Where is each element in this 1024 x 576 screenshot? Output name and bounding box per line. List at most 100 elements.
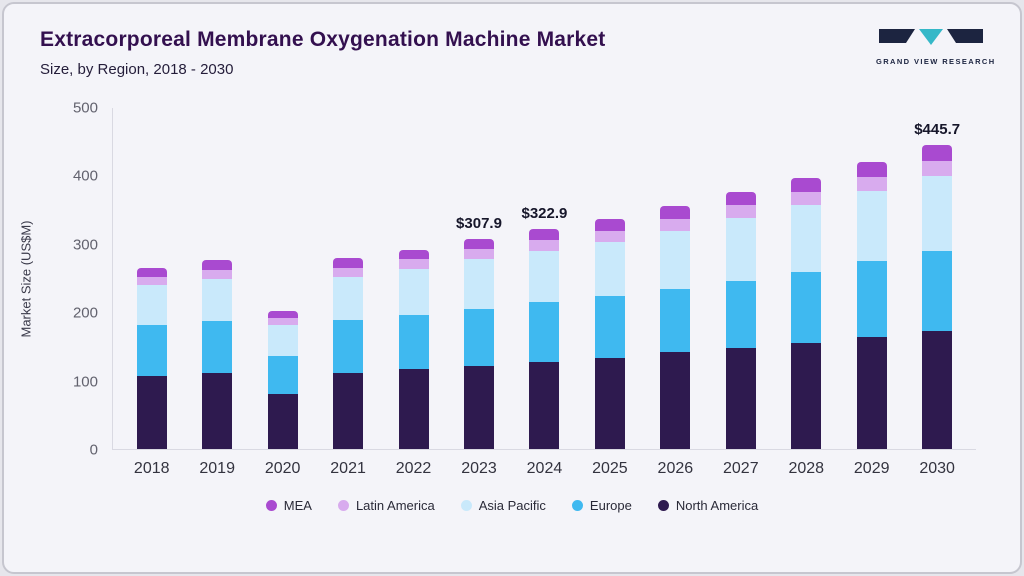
legend-dot-europe xyxy=(571,500,583,511)
segment-north-america-2029 xyxy=(856,337,887,449)
segment-north-america-2024 xyxy=(529,361,560,449)
legend-item-europe: Europe xyxy=(571,498,632,513)
legend-dot-mea xyxy=(265,500,277,511)
logo-text: GRAND VIEW RESEARCH xyxy=(876,57,996,66)
legend-label-mea: MEA xyxy=(283,498,312,513)
bar-2018: 2018 xyxy=(134,108,170,477)
bar-2025: 2025 xyxy=(592,108,628,477)
segment-europe-2029 xyxy=(856,261,887,338)
legend: MEA Latin America Asia Pacific Europe North … xyxy=(4,498,1020,513)
segment-asia-pacific-2027 xyxy=(725,217,756,281)
segment-mea-2027 xyxy=(725,191,756,205)
segment-asia-pacific-2019 xyxy=(202,278,233,321)
y-tick-label-0: 0 xyxy=(89,441,98,459)
chart-area: Market Size (US$M) 0 100 200 300 400 500 2018… xyxy=(19,100,976,477)
legend-item-north-america: North America xyxy=(657,498,759,513)
legend-item-latin-america: Latin America xyxy=(337,498,435,513)
segment-europe-2019 xyxy=(202,320,233,374)
segment-north-america-2027 xyxy=(725,348,756,449)
y-tick-label-300: 300 xyxy=(72,236,98,254)
segment-north-america-2018 xyxy=(136,376,167,449)
y-tick-label-500: 500 xyxy=(72,99,98,117)
segment-asia-pacific-2018 xyxy=(136,285,167,325)
segment-latin-america-2022 xyxy=(398,259,429,269)
y-tick-label-100: 100 xyxy=(72,373,98,391)
bar-2029: 2029 xyxy=(854,108,890,477)
y-tick-label-200: 200 xyxy=(72,304,98,322)
chart-title: Extracorporeal Membrane Oxygenation Mach… xyxy=(40,28,606,51)
segment-europe-2020 xyxy=(267,355,298,394)
segment-asia-pacific-2023 xyxy=(463,259,494,310)
bar-2021: 2021 xyxy=(330,108,366,477)
plot-area: 2018 2019 2020 2021 2022 $307.9 2023 $322.9 2024… xyxy=(112,108,976,477)
bar-2026: 2026 xyxy=(658,108,693,477)
segment-asia-pacific-2025 xyxy=(594,241,625,297)
segment-europe-2025 xyxy=(594,296,625,358)
segment-latin-america-2030 xyxy=(922,160,953,177)
x-axis-label-2027: 2027 xyxy=(723,460,759,477)
segment-europe-2026 xyxy=(660,288,691,353)
segment-europe-2024 xyxy=(529,302,560,362)
legend-label-north-america: North America xyxy=(675,498,759,513)
segment-europe-2023 xyxy=(463,309,494,366)
segment-mea-2024 xyxy=(529,228,560,240)
bar-2028: 2028 xyxy=(788,108,824,477)
x-axis-label-2030: 2030 xyxy=(919,460,955,477)
segment-latin-america-2028 xyxy=(791,191,822,205)
segment-asia-pacific-2024 xyxy=(529,250,560,303)
segment-europe-2028 xyxy=(791,271,822,344)
x-axis-label-2023: 2023 xyxy=(461,460,497,477)
bar-2023: $307.9 2023 xyxy=(456,108,502,477)
segment-north-america-2023 xyxy=(463,365,494,449)
legend-dot-north-america xyxy=(657,500,669,511)
chart-header: Extracorporeal Membrane Oxygenation Mach… xyxy=(4,4,1020,78)
y-tick-label-400: 400 xyxy=(72,167,98,185)
segment-mea-2029 xyxy=(856,161,887,177)
segment-asia-pacific-2028 xyxy=(791,204,822,272)
segment-latin-america-2026 xyxy=(660,218,691,231)
segment-mea-2028 xyxy=(791,178,822,192)
segment-europe-2030 xyxy=(922,251,953,332)
segment-mea-2019 xyxy=(202,260,233,270)
segment-latin-america-2018 xyxy=(136,277,167,286)
chart-subtitle: Size, by Region, 2018 - 2030 xyxy=(40,61,234,78)
bar-2020: 2020 xyxy=(265,108,300,477)
segment-asia-pacific-2022 xyxy=(398,268,429,315)
segment-mea-2018 xyxy=(136,268,167,278)
x-axis-label-2025: 2025 xyxy=(592,460,628,477)
x-axis-label-2018: 2018 xyxy=(133,460,170,477)
legend-dot-latin-america xyxy=(337,500,349,511)
segment-latin-america-2029 xyxy=(856,176,887,192)
segment-latin-america-2023 xyxy=(463,249,494,260)
segment-mea-2025 xyxy=(594,219,625,231)
segment-north-america-2030 xyxy=(922,331,953,449)
segment-latin-america-2019 xyxy=(202,269,233,279)
logo-icon xyxy=(879,29,983,45)
segment-north-america-2022 xyxy=(398,369,429,449)
segment-europe-2027 xyxy=(725,280,756,349)
segment-mea-2023 xyxy=(463,239,494,250)
bar-2024: $322.9 2024 xyxy=(521,108,567,477)
legend-label-europe: Europe xyxy=(589,498,632,513)
segment-mea-2022 xyxy=(398,249,429,260)
segment-europe-2018 xyxy=(136,324,167,377)
segment-north-america-2028 xyxy=(791,343,822,449)
segment-latin-america-2021 xyxy=(333,267,364,278)
value-label-2024: $322.9 xyxy=(521,204,568,222)
segment-mea-2020 xyxy=(267,311,298,319)
segment-north-america-2019 xyxy=(202,373,233,449)
x-axis-label-2019: 2019 xyxy=(199,460,235,477)
bar-2022: 2022 xyxy=(396,108,431,477)
segment-asia-pacific-2029 xyxy=(856,191,887,262)
segment-asia-pacific-2026 xyxy=(660,230,691,289)
segment-latin-america-2020 xyxy=(267,318,298,325)
value-label-2023: $307.9 xyxy=(456,215,502,233)
legend-label-asia-pacific: Asia Pacific xyxy=(478,498,546,513)
segment-latin-america-2024 xyxy=(529,239,560,251)
x-axis-label-2024: 2024 xyxy=(526,460,563,477)
legend-dot-asia-pacific xyxy=(460,500,472,511)
segment-mea-2030 xyxy=(922,145,953,161)
segment-north-america-2026 xyxy=(660,352,691,449)
legend-label-latin-america: Latin America xyxy=(355,498,435,513)
